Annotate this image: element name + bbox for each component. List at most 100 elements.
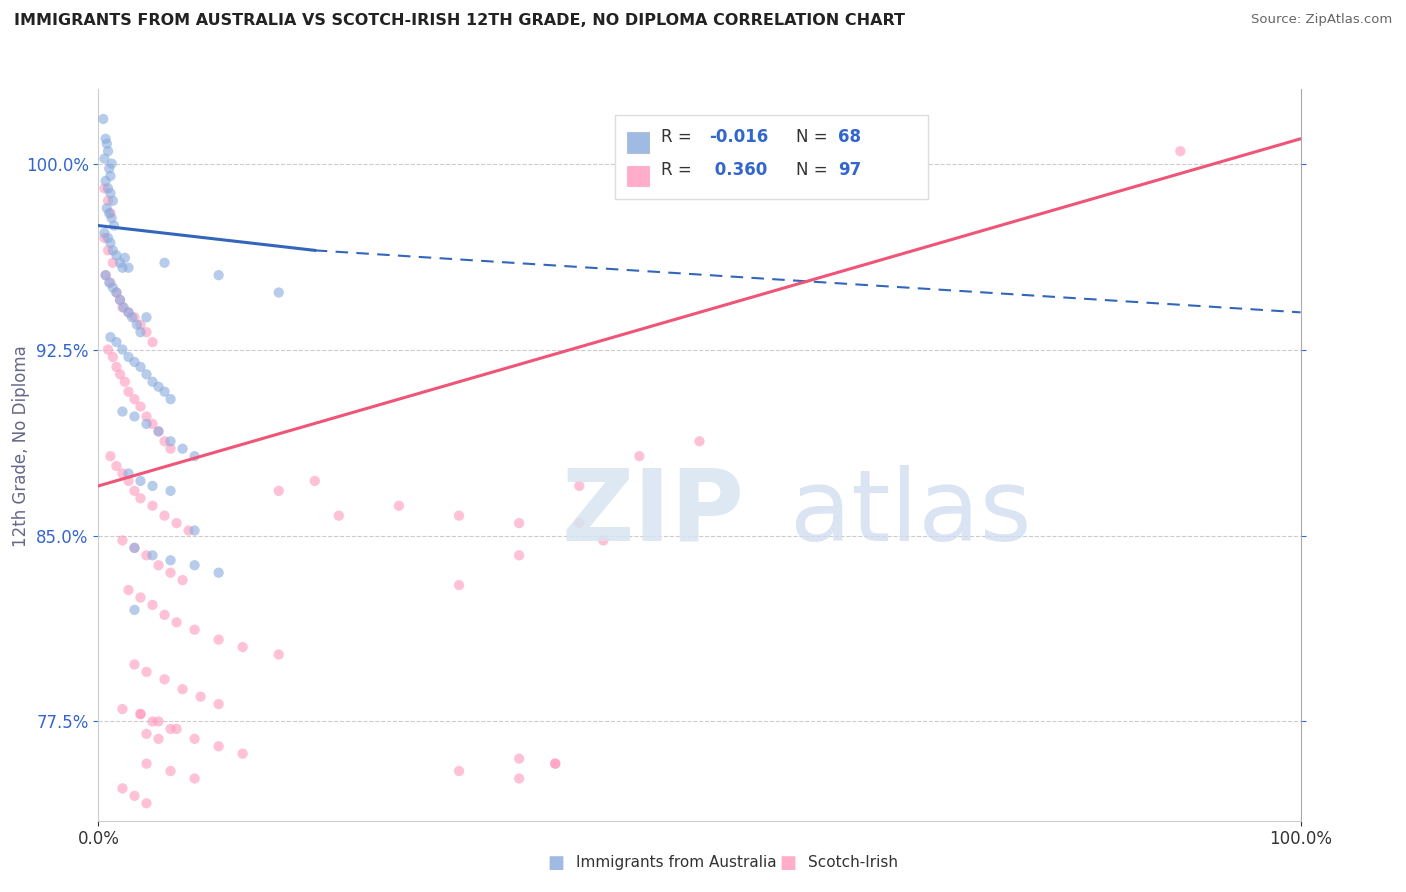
Point bbox=[105, 285, 128, 300]
Text: R =: R = bbox=[661, 128, 697, 145]
FancyBboxPatch shape bbox=[627, 166, 650, 186]
Point bbox=[111, 781, 134, 796]
Point bbox=[117, 350, 139, 364]
Point bbox=[97, 181, 120, 195]
Point bbox=[141, 714, 163, 729]
Point bbox=[108, 293, 131, 307]
Point bbox=[129, 706, 152, 721]
Point bbox=[148, 558, 170, 573]
Point bbox=[124, 789, 146, 803]
Point bbox=[101, 280, 124, 294]
Point bbox=[97, 244, 120, 258]
Point bbox=[129, 591, 152, 605]
Point bbox=[98, 161, 121, 176]
Point bbox=[183, 449, 205, 463]
Text: Immigrants from Australia: Immigrants from Australia bbox=[576, 855, 778, 870]
Point bbox=[93, 152, 115, 166]
Point bbox=[105, 285, 128, 300]
Point bbox=[100, 330, 122, 344]
Point bbox=[111, 343, 134, 357]
Point bbox=[129, 491, 152, 506]
Point bbox=[628, 449, 651, 463]
Point bbox=[93, 226, 115, 240]
Point bbox=[108, 293, 131, 307]
Point bbox=[159, 483, 181, 498]
Point bbox=[91, 112, 114, 126]
Point bbox=[135, 797, 157, 811]
Point bbox=[141, 479, 163, 493]
Point bbox=[148, 731, 170, 746]
Point bbox=[100, 449, 122, 463]
Point bbox=[388, 499, 411, 513]
Point bbox=[111, 467, 134, 481]
Point bbox=[111, 301, 134, 315]
Point bbox=[94, 268, 117, 282]
Point bbox=[183, 558, 205, 573]
Point bbox=[117, 582, 139, 597]
Text: IMMIGRANTS FROM AUSTRALIA VS SCOTCH-IRISH 12TH GRADE, NO DIPLOMA CORRELATION CHA: IMMIGRANTS FROM AUSTRALIA VS SCOTCH-IRIS… bbox=[14, 13, 905, 29]
Point bbox=[96, 136, 118, 151]
Point bbox=[114, 375, 136, 389]
Point bbox=[183, 731, 205, 746]
Point bbox=[592, 533, 614, 548]
Text: 12th Grade, No Diploma: 12th Grade, No Diploma bbox=[13, 345, 30, 547]
Point bbox=[568, 516, 591, 530]
Point bbox=[124, 392, 146, 406]
Point bbox=[94, 174, 117, 188]
Point bbox=[97, 144, 120, 158]
Point bbox=[100, 211, 122, 226]
FancyBboxPatch shape bbox=[616, 115, 928, 199]
Point bbox=[166, 516, 188, 530]
Point bbox=[121, 310, 143, 325]
Point bbox=[544, 756, 567, 771]
Point bbox=[135, 665, 157, 679]
Text: -0.016: -0.016 bbox=[709, 128, 768, 145]
Point bbox=[129, 359, 152, 374]
Point bbox=[267, 648, 290, 662]
Point bbox=[93, 181, 115, 195]
Point bbox=[328, 508, 350, 523]
Point bbox=[304, 474, 326, 488]
Point bbox=[117, 467, 139, 481]
Point bbox=[172, 682, 194, 697]
Text: ■: ■ bbox=[547, 854, 564, 871]
Point bbox=[208, 632, 231, 647]
Point bbox=[135, 727, 157, 741]
Point bbox=[153, 508, 176, 523]
FancyBboxPatch shape bbox=[627, 132, 650, 153]
Point bbox=[135, 409, 157, 424]
Point bbox=[100, 169, 122, 183]
Point bbox=[141, 417, 163, 431]
Point bbox=[166, 722, 188, 736]
Point bbox=[508, 752, 530, 766]
Point bbox=[129, 318, 152, 332]
Point bbox=[111, 260, 134, 275]
Point bbox=[208, 268, 231, 282]
Point bbox=[183, 623, 205, 637]
Point bbox=[508, 549, 530, 563]
Point bbox=[117, 305, 139, 319]
Point bbox=[148, 380, 170, 394]
Point bbox=[105, 335, 128, 350]
Point bbox=[94, 268, 117, 282]
Point bbox=[100, 235, 122, 250]
Point bbox=[172, 573, 194, 587]
Text: Scotch-Irish: Scotch-Irish bbox=[808, 855, 898, 870]
Point bbox=[96, 201, 118, 215]
Point bbox=[135, 325, 157, 339]
Point bbox=[159, 442, 181, 456]
Point bbox=[97, 343, 120, 357]
Point bbox=[124, 541, 146, 555]
Text: N =: N = bbox=[796, 161, 832, 178]
Point bbox=[689, 434, 711, 449]
Point bbox=[135, 549, 157, 563]
Point bbox=[177, 524, 200, 538]
Point bbox=[93, 231, 115, 245]
Point bbox=[100, 186, 122, 201]
Point bbox=[141, 549, 163, 563]
Point bbox=[183, 524, 205, 538]
Text: Source: ZipAtlas.com: Source: ZipAtlas.com bbox=[1251, 13, 1392, 27]
Point bbox=[101, 244, 124, 258]
Point bbox=[112, 301, 135, 315]
Point bbox=[166, 615, 188, 630]
